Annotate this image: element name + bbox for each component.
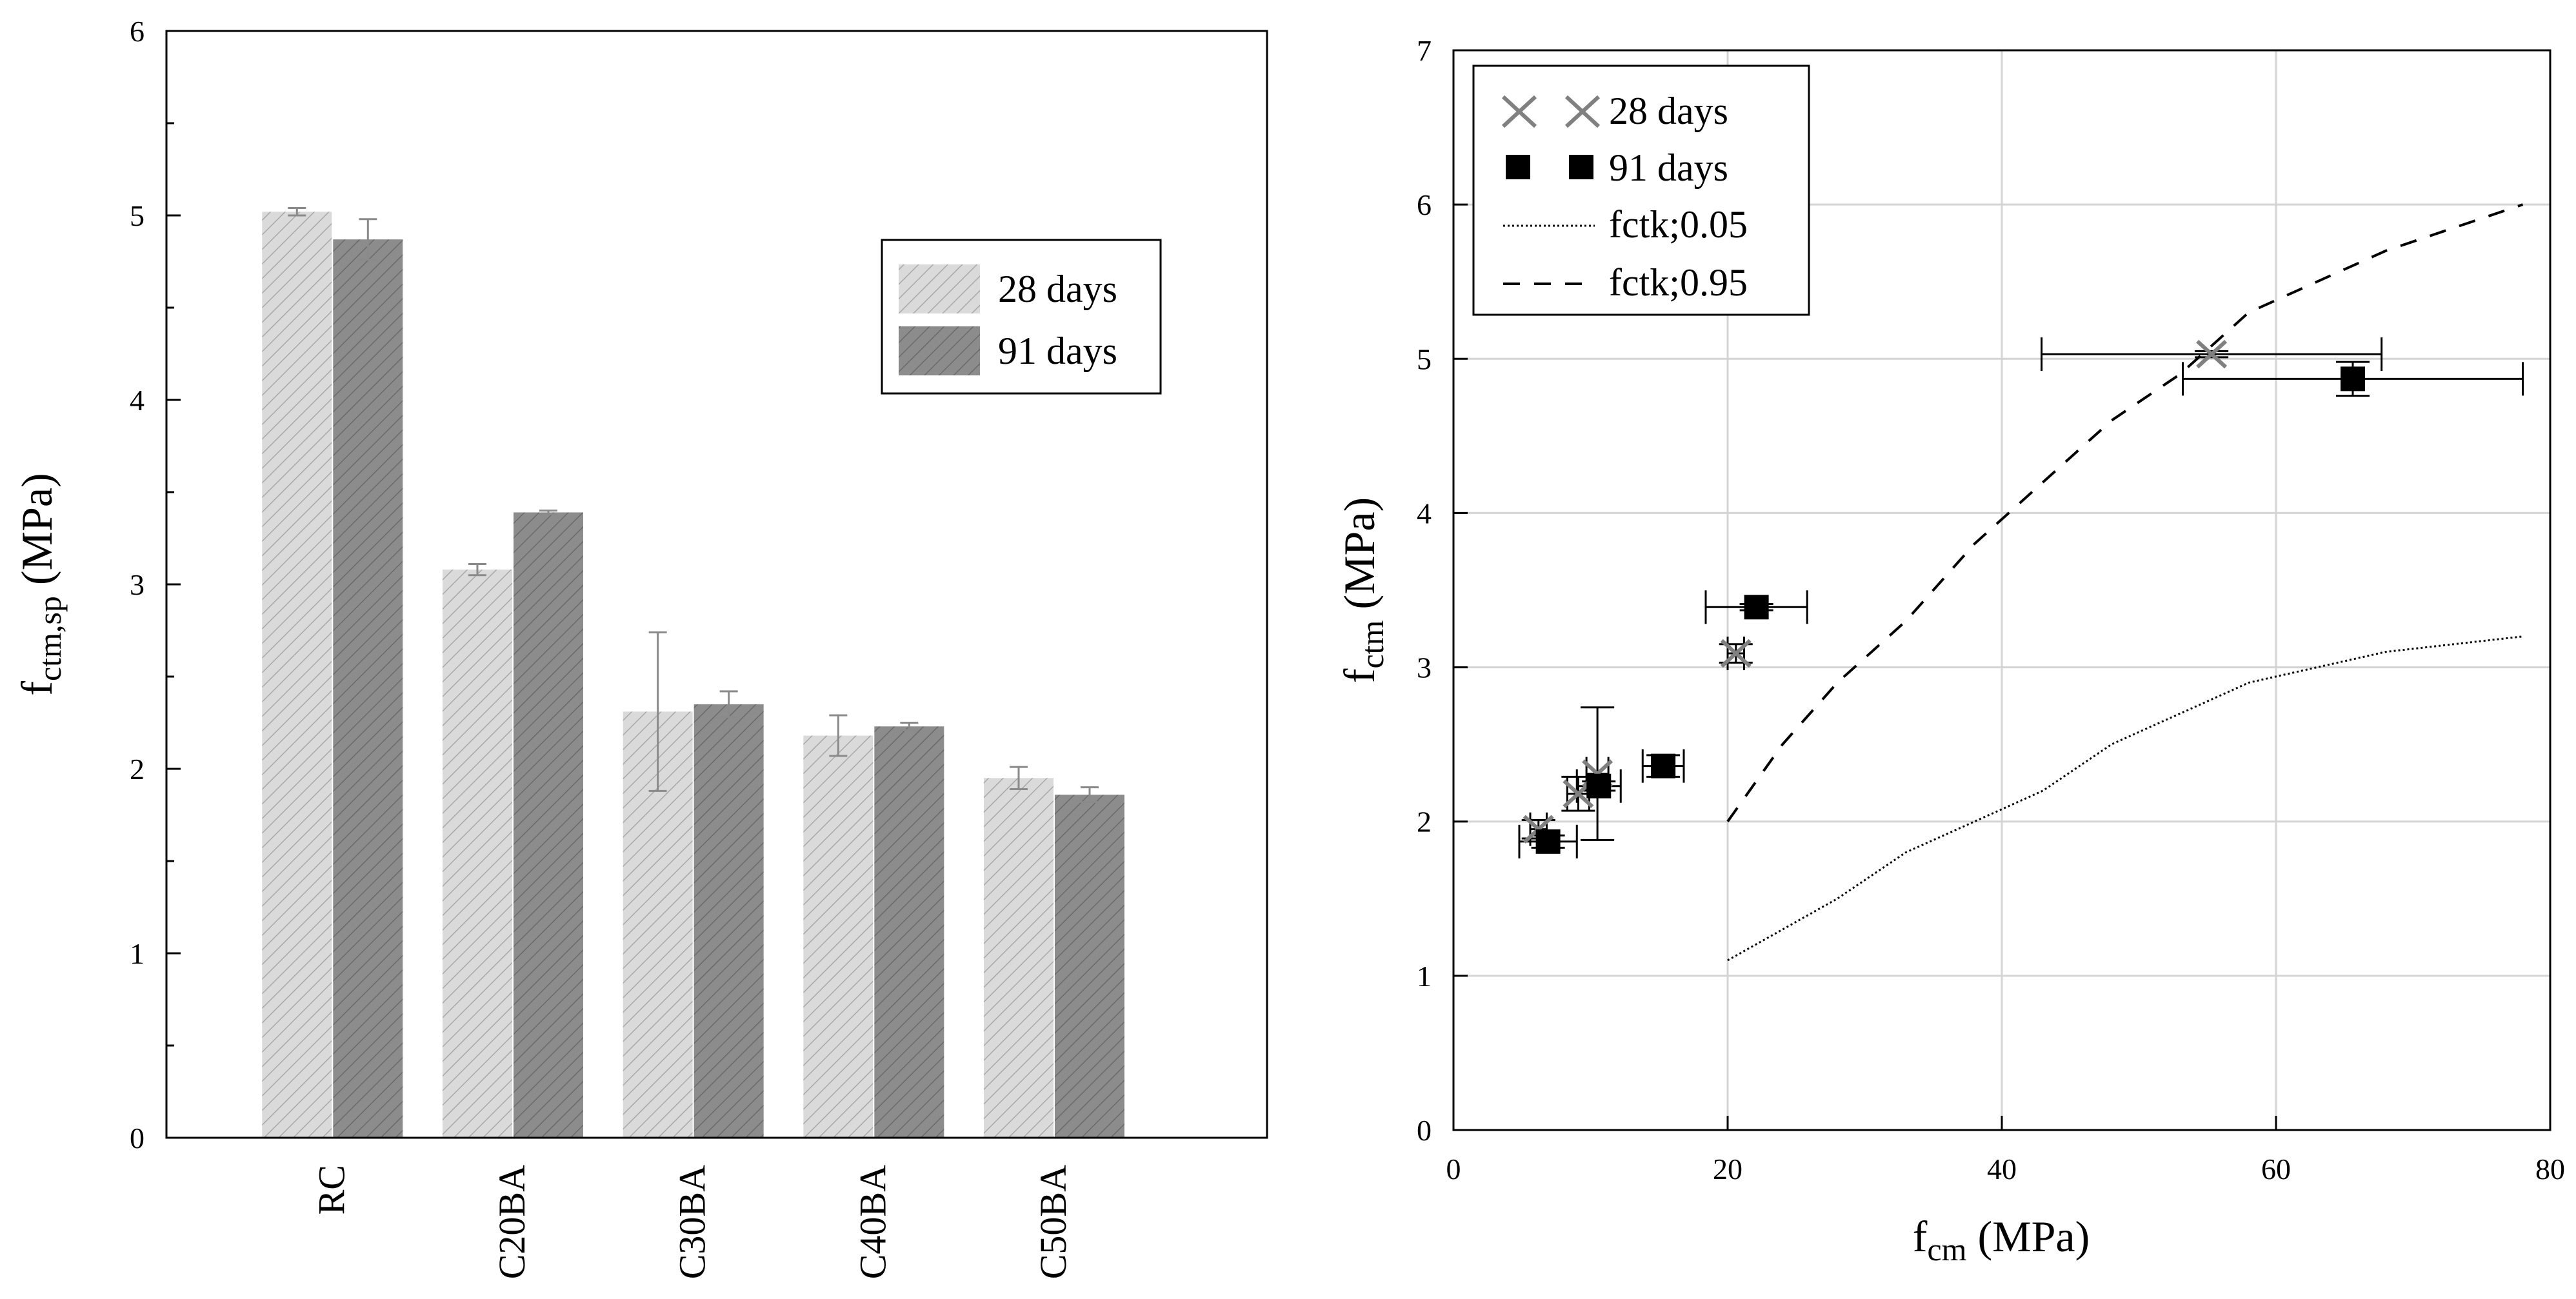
bar-series-group bbox=[262, 212, 1124, 1138]
bar-legend-label-28-days: 28 days bbox=[998, 268, 1117, 310]
curve-fctk-0-05 bbox=[1727, 635, 2523, 962]
bar-y-tick-label: 3 bbox=[130, 568, 145, 601]
scatter-x-axis-ticks: 0 20 40 60 80 bbox=[1446, 1116, 2565, 1185]
bar-category-label: C40BA bbox=[852, 1165, 894, 1279]
bar-rc-91-days bbox=[333, 239, 403, 1138]
error-bar-rc-28-days bbox=[288, 207, 306, 217]
bar-y-tick-label: 4 bbox=[130, 384, 145, 417]
bar-c30ba-91-days bbox=[694, 704, 764, 1138]
scatter-legend-label-91-days: 91 days bbox=[1609, 146, 1728, 189]
error-bar-c40ba-91-days bbox=[900, 722, 919, 731]
bar-y-tick-label: 2 bbox=[130, 753, 145, 786]
scatter-legend-marker-91-days bbox=[1506, 155, 1593, 179]
error-bar-c20ba-91-days bbox=[539, 510, 557, 515]
bar-c20ba-28-days bbox=[442, 570, 512, 1138]
scatter-legend: 28 days 91 days fctk;0.05 fctk;0.95 bbox=[1472, 64, 1810, 316]
scatter-legend-label-fctk-005: fctk;0.05 bbox=[1609, 203, 1748, 246]
error-bar-c50ba-28-days bbox=[1009, 766, 1028, 790]
scatter-y-tick-label: 6 bbox=[1417, 188, 1432, 221]
bar-legend-swatch-28-days bbox=[899, 264, 980, 313]
scatter-legend-marker-28-days bbox=[1501, 95, 1601, 128]
scatter-y-axis-label: fctm (MPa) bbox=[1335, 497, 1390, 683]
bar-rc-28-days bbox=[262, 212, 332, 1138]
scatter-curves bbox=[1726, 203, 2524, 962]
bar-legend: 28 days 91 days bbox=[881, 239, 1162, 395]
scatter-x-tick-label: 80 bbox=[2535, 1153, 2565, 1185]
error-bar-c20ba-28-days bbox=[468, 563, 486, 577]
curve-fctk-0-95 bbox=[1726, 203, 2524, 822]
bar-c50ba-28-days bbox=[983, 778, 1053, 1138]
bar-category-label: C50BA bbox=[1032, 1165, 1074, 1279]
scatter-x-tick-label: 20 bbox=[1713, 1153, 1742, 1185]
error-bar-c50ba-91-days bbox=[1080, 786, 1099, 803]
scatter-x-tick-label: 60 bbox=[2261, 1153, 2291, 1185]
scatter-error-bars bbox=[1518, 337, 2524, 858]
point-28-days-1 bbox=[1720, 639, 1752, 668]
point-91-days-3 bbox=[1586, 773, 1612, 798]
bar-y-axis-label: fctm,sp (MPa) bbox=[12, 473, 68, 695]
bar-chart: 0 1 2 3 4 5 6 RC C20BA C30BA C40BA C50BA fctm,sp (… bbox=[12, 15, 1268, 1279]
scatter-y-tick-label: 0 bbox=[1417, 1114, 1432, 1147]
bar-c40ba-28-days bbox=[803, 735, 874, 1138]
point-28-days-0 bbox=[2196, 339, 2228, 369]
error-bar-c30ba-91-days bbox=[719, 690, 738, 719]
scatter-y-tick-label: 4 bbox=[1417, 497, 1432, 530]
point-91-days-1 bbox=[1744, 595, 1769, 620]
scatter-y-tick-label: 3 bbox=[1417, 651, 1432, 684]
scatter-legend-label-fctk-095: fctk;0.95 bbox=[1609, 261, 1748, 304]
point-91-days-4 bbox=[1535, 829, 1561, 854]
scatter-x-tick-label: 40 bbox=[1987, 1153, 2017, 1185]
bar-category-label: RC bbox=[310, 1165, 352, 1215]
bar-y-tick-label: 1 bbox=[130, 937, 145, 970]
bar-c40ba-91-days bbox=[874, 726, 944, 1138]
bar-c50ba-91-days bbox=[1054, 795, 1124, 1138]
bar-y-tick-label: 0 bbox=[130, 1122, 145, 1155]
bar-category-label: C20BA bbox=[491, 1165, 533, 1279]
bar-legend-label-91-days: 91 days bbox=[998, 330, 1117, 372]
bar-category-label: C30BA bbox=[672, 1165, 714, 1279]
scatter-points bbox=[1523, 339, 2365, 854]
bar-c20ba-91-days bbox=[513, 512, 583, 1138]
scatter-grid bbox=[1453, 50, 2550, 1130]
scatter-y-tick-label: 1 bbox=[1417, 960, 1432, 993]
bar-y-tick-label: 5 bbox=[130, 199, 145, 232]
scatter-x-tick-label: 0 bbox=[1446, 1153, 1461, 1185]
bar-legend-swatch-91-days bbox=[899, 326, 980, 375]
scatter-legend-label-28-days: 28 days bbox=[1609, 90, 1728, 132]
point-91-days-0 bbox=[2341, 366, 2365, 392]
point-91-days-2 bbox=[1651, 753, 1676, 778]
bar-y-axis-ticks: 0 1 2 3 4 5 6 bbox=[130, 15, 181, 1155]
scatter-y-tick-label: 5 bbox=[1417, 342, 1432, 375]
scatter-x-axis-label: fcm (MPa) bbox=[1913, 1212, 2090, 1267]
bar-y-tick-label: 6 bbox=[130, 15, 145, 48]
error-bar-c30ba-28-days bbox=[648, 631, 667, 792]
scatter-y-tick-label: 2 bbox=[1417, 806, 1432, 838]
scatter-legend-box bbox=[1472, 64, 1810, 316]
error-bar-c40ba-28-days bbox=[829, 714, 848, 757]
error-bar-rc-91-days bbox=[359, 218, 377, 261]
bar-x-axis-labels: RC C20BA C30BA C40BA C50BA bbox=[310, 1165, 1074, 1279]
scatter-y-tick-label: 7 bbox=[1417, 34, 1432, 67]
bar-error-bars bbox=[288, 207, 1099, 803]
scatter-y-axis-ticks: 0 1 2 3 4 5 6 7 bbox=[1417, 34, 1468, 1147]
